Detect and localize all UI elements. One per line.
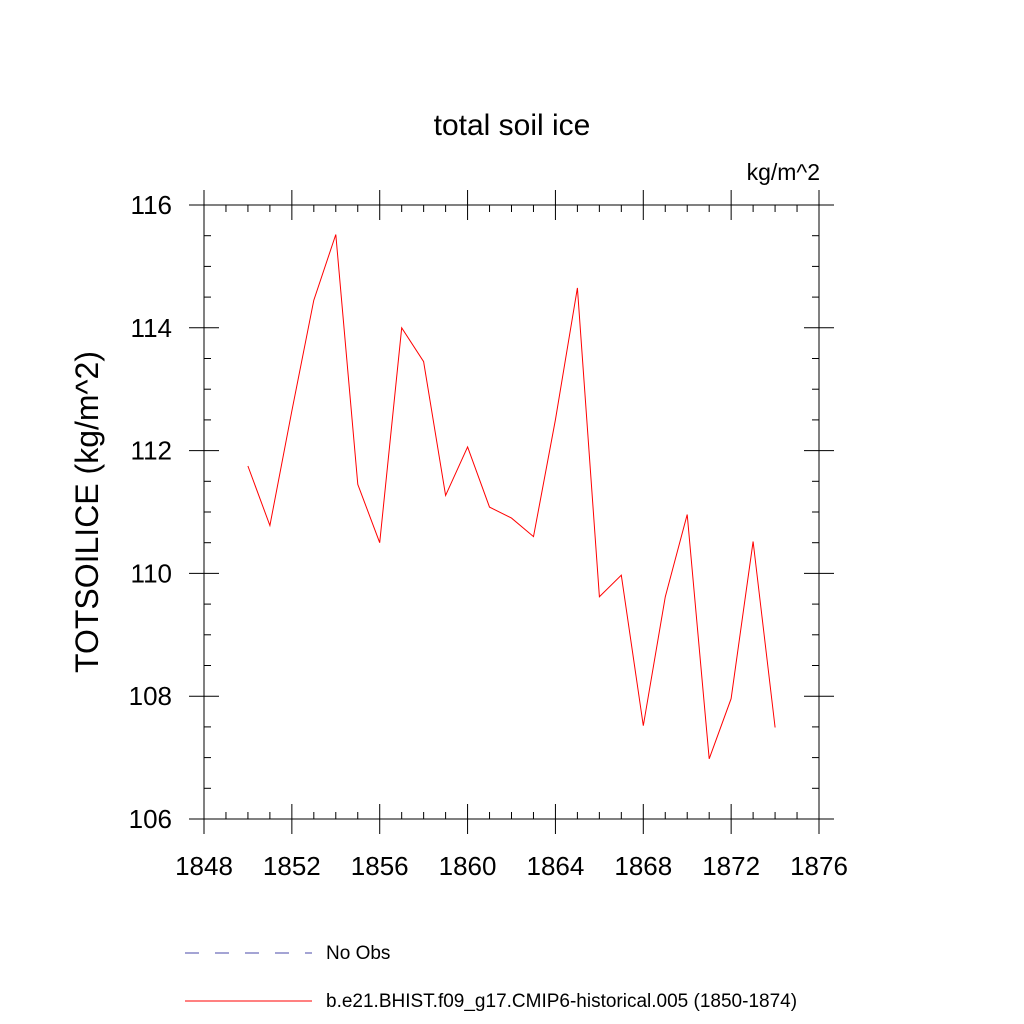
y-tick-label: 112 bbox=[131, 436, 172, 466]
y-axis-label: TOTSOILICE (kg/m^2) bbox=[69, 351, 105, 673]
series-line-0 bbox=[247, 234, 776, 759]
legend-label-model: b.e21.BHIST.f09_g17.CMIP6-historical.005… bbox=[326, 991, 797, 1012]
y-tick-label: 114 bbox=[131, 313, 172, 343]
x-tick-label: 1868 bbox=[614, 851, 672, 881]
x-tick-label: 1872 bbox=[702, 851, 760, 881]
x-tick-label: 1860 bbox=[439, 851, 497, 881]
legend: No Obs b.e21.BHIST.f09_g17.CMIP6-histori… bbox=[185, 943, 797, 1012]
x-tick-label: 1864 bbox=[527, 851, 585, 881]
y-tick-label: 116 bbox=[131, 190, 172, 220]
plot-area: 1848 1852 1856 1860 1864 1868 1872 1876 106 108 11… bbox=[129, 190, 848, 881]
x-tick-label: 1848 bbox=[175, 851, 233, 881]
x-tick-label: 1856 bbox=[351, 851, 409, 881]
legend-label-no-obs: No Obs bbox=[326, 943, 390, 964]
x-tick-label: 1876 bbox=[790, 851, 848, 881]
y-tick-label: 106 bbox=[129, 804, 172, 834]
x-tick-label: 1852 bbox=[263, 851, 321, 881]
y-tick-label: 110 bbox=[131, 558, 172, 588]
units-label: kg/m^2 bbox=[747, 159, 820, 185]
chart-title: total soil ice bbox=[434, 109, 591, 142]
y-tick-label: 108 bbox=[129, 681, 172, 711]
plot-frame bbox=[203, 204, 820, 820]
